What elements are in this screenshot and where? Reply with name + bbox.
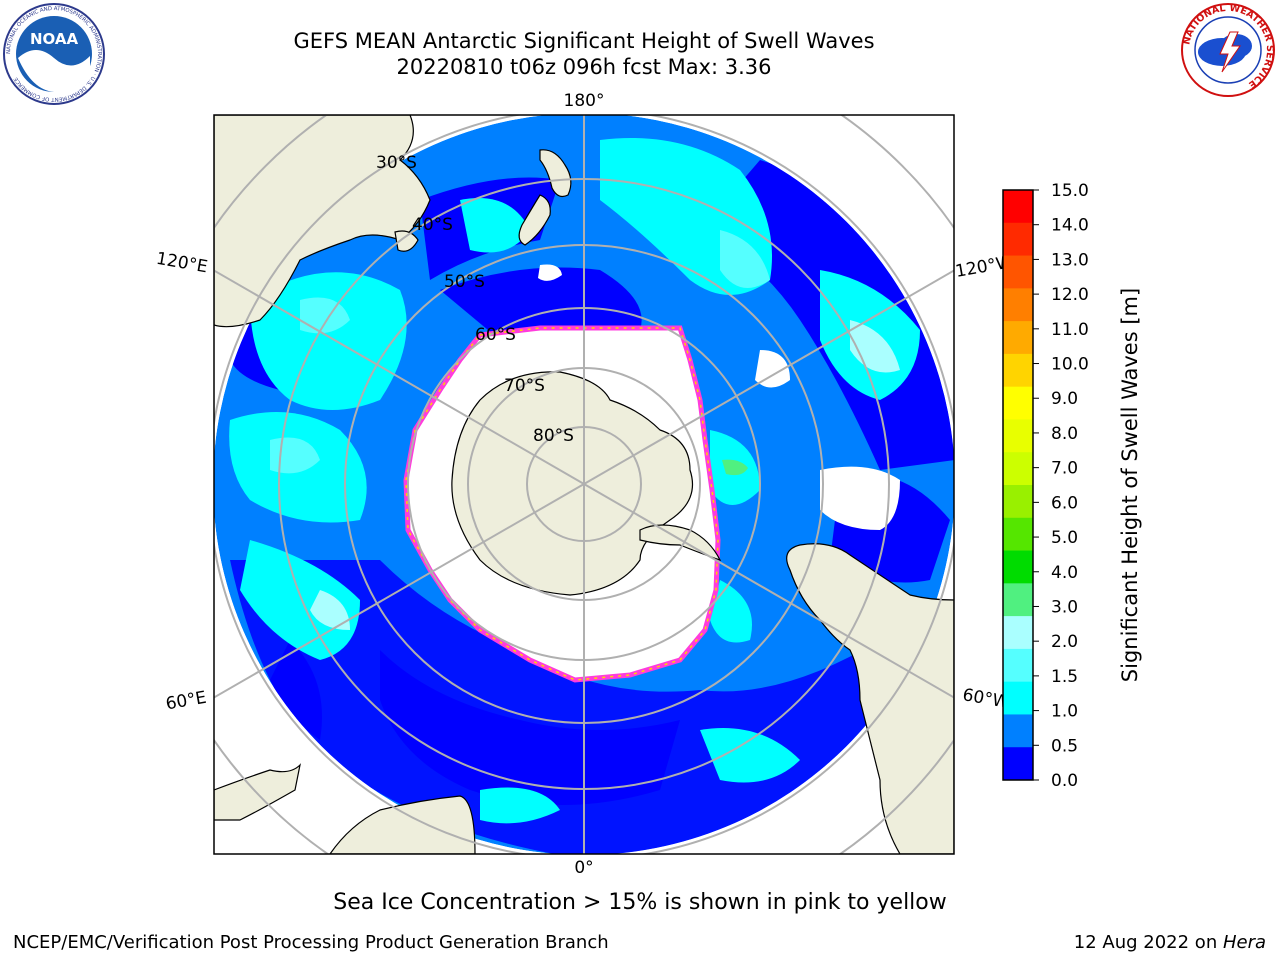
colorbar-tick-label: 10.0 (1051, 355, 1089, 375)
lat-label-70s: 70°S (504, 376, 545, 396)
colorbar-tick-label: 4.0 (1051, 563, 1078, 583)
colorbar-segment (1003, 550, 1033, 584)
colorbar-tick-label: 8.0 (1051, 424, 1078, 444)
lat-label-50s: 50°S (444, 272, 485, 292)
colorbar-segment (1003, 485, 1033, 519)
map-frame (213, 114, 955, 855)
lat-label-60s: 60°S (475, 325, 516, 345)
colorbar-tick-label: 0.5 (1051, 736, 1078, 756)
colorbar-tick-label: 1.5 (1051, 667, 1078, 687)
colorbar-segment (1003, 616, 1033, 650)
colorbar-segment (1003, 747, 1033, 781)
colorbar-segment (1003, 583, 1033, 617)
chart-title: GEFS MEAN Antarctic Significant Height o… (293, 29, 875, 53)
colorbar-tick-label: 14.0 (1051, 216, 1089, 236)
australia-land (214, 115, 431, 328)
colorbar-tick-label: 0.0 (1051, 771, 1078, 791)
colorbar-tick-label: 13.0 (1051, 250, 1089, 270)
colorbar-tick-label: 15.0 (1051, 181, 1089, 201)
colorbar-segment (1003, 648, 1033, 683)
lon-label-60e: 60°E (164, 688, 208, 715)
noaa-logo-text: NOAA (30, 30, 79, 48)
colorbar-label: Significant Height of Swell Waves [m] (1118, 287, 1142, 683)
footer-host: Hera (1222, 932, 1266, 953)
meridian-lines (214, 115, 954, 854)
colorbar-segment (1003, 419, 1033, 453)
lat-label-80s: 80°S (533, 426, 574, 446)
lon-label-0: 0° (574, 858, 593, 878)
colorbar-tick-label: 9.0 (1051, 389, 1078, 409)
lat-label-30s: 30°S (376, 153, 417, 173)
colorbar-frame (1002, 189, 1034, 781)
colorbar-segment (1003, 190, 1033, 224)
footer-date-text: 12 Aug 2022 on (1073, 932, 1223, 953)
colorbar-tick-label: 1.0 (1051, 702, 1078, 722)
colorbar-segment (1003, 288, 1033, 322)
colorbar-tick-label: 3.0 (1051, 597, 1078, 617)
colorbar-segment (1003, 255, 1033, 289)
colorbar-tick-label: 7.0 (1051, 459, 1078, 479)
new-zealand-land (539, 149, 572, 198)
colorbar-segment (1003, 452, 1033, 486)
colorbar-segment (1003, 681, 1033, 715)
colorbar-tick-label: 12.0 (1051, 285, 1089, 305)
colorbar-tick-label: 2.0 (1051, 632, 1078, 652)
lon-label-180: 180° (564, 91, 605, 111)
colorbar-tick-label: 11.0 (1051, 320, 1089, 340)
footer-credit: NCEP/EMC/Verification Post Processing Pr… (13, 932, 609, 953)
nws-logo: NATIONAL WEATHER SERVICE (1181, 3, 1275, 97)
colorbar-segment (1003, 222, 1033, 257)
colorbar-segment (1003, 353, 1033, 388)
colorbar-segment (1003, 714, 1033, 748)
colorbar-tick-label: 5.0 (1051, 528, 1078, 548)
colorbar-tick-label: 6.0 (1051, 493, 1078, 513)
noaa-logo: NOAA NATIONAL OCEANIC AND ATMOSPHERIC AD… (3, 3, 105, 105)
colorbar-segment (1003, 386, 1033, 420)
colorbar-segment (1003, 517, 1033, 552)
africa-land (329, 795, 476, 854)
footer-date: 12 Aug 2022 on Hera (1074, 932, 1266, 953)
lon-label-120e: 120°E (155, 249, 209, 278)
colorbar: 15.0 14.0 13.0 12.0 11.0 10.0 9.0 8.0 7.0 6.0 5.0 4… (1002, 181, 1089, 791)
chart-subtitle: 20220810 t06z 096h fcst Max: 3.36 (396, 55, 772, 79)
colorbar-segment (1003, 321, 1033, 355)
sea-ice-note: Sea Ice Concentration > 15% is shown in … (333, 890, 947, 915)
lat-label-40s: 40°S (412, 215, 453, 235)
